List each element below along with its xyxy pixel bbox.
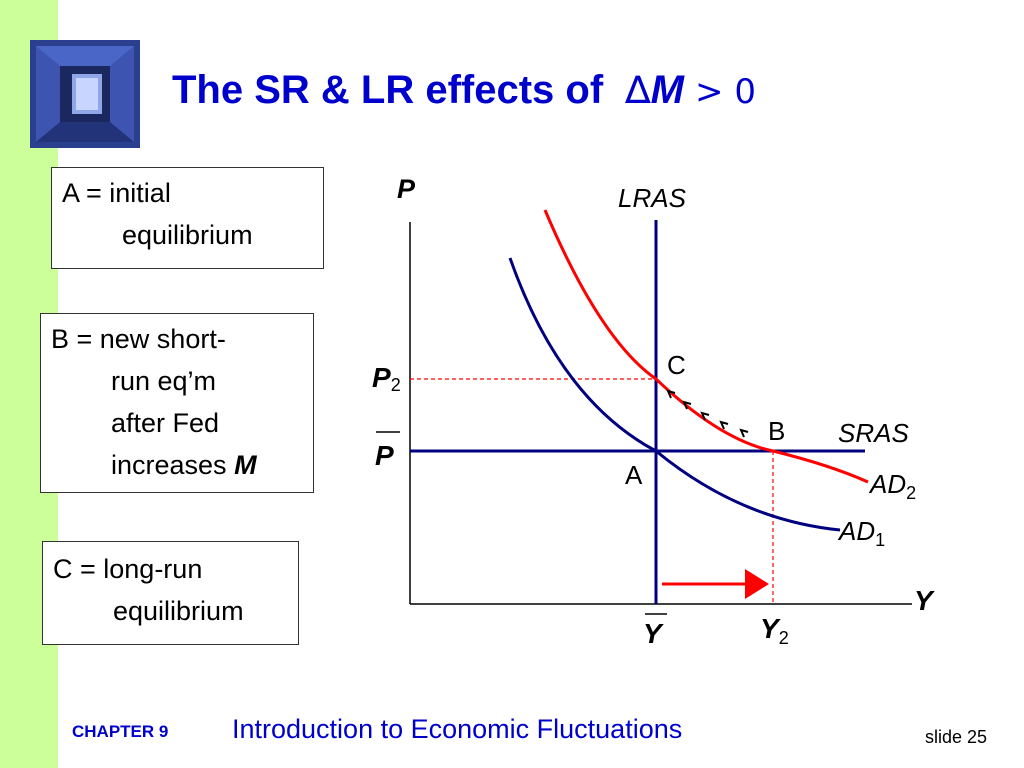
- box-c-line2: equilibrium: [113, 596, 244, 626]
- ybar-label: Y: [643, 618, 664, 649]
- title-variable: M: [650, 68, 684, 112]
- ad2-curve: [543, 209, 869, 484]
- y2-label-sub: 2: [779, 628, 789, 648]
- sras-label: SRAS: [838, 418, 909, 448]
- legend-box-a: A = initial equilibrium: [51, 167, 324, 269]
- box-b-line2: run eq’m: [111, 366, 217, 396]
- slide-logo-icon: [30, 40, 140, 148]
- box-b-line4-prefix: increases: [111, 450, 227, 480]
- box-b-line3: after Fed: [111, 408, 220, 438]
- ad1-label-main: AD: [837, 516, 875, 546]
- adjust-arrow-5: [666, 389, 676, 399]
- ad1-curve: [508, 257, 841, 532]
- ad1-label: AD1: [837, 516, 885, 550]
- box-b-line1: B = new short-: [51, 324, 226, 354]
- ad2-label: AD2: [868, 469, 916, 503]
- axis-x-label: Y: [914, 585, 935, 616]
- p2-label: P2: [372, 362, 401, 395]
- ad1-label-sub: 1: [875, 530, 885, 550]
- legend-box-c: C = long-run equilibrium: [42, 541, 299, 645]
- box-b-line4: increases M: [51, 444, 303, 486]
- point-a-label: A: [625, 460, 643, 490]
- ad2-label-main: AD: [868, 469, 906, 499]
- box-a-line1: A = initial: [62, 178, 171, 208]
- point-b-label: B: [768, 416, 785, 446]
- box-c-line1: C = long-run: [53, 554, 203, 584]
- title-text: The SR & LR effects of: [172, 68, 604, 112]
- lras-label: LRAS: [618, 183, 687, 213]
- footer-chapter: CHAPTER 9: [72, 722, 169, 741]
- footer-slide-number: slide 25: [925, 727, 988, 747]
- adjustment-arrows: [666, 389, 749, 438]
- point-c-label: C: [667, 350, 686, 380]
- legend-box-b: B = new short- run eq’m after Fed increa…: [40, 313, 314, 493]
- box-a-line2: equilibrium: [122, 220, 253, 250]
- p2-label-main: P: [372, 362, 391, 393]
- y2-label-main: Y: [760, 613, 781, 644]
- adjust-arrow-3: [700, 411, 710, 421]
- box-b-line4-var: M: [234, 450, 257, 480]
- footer-title: Introduction to Economic Fluctuations: [232, 714, 683, 744]
- p2-label-sub: 2: [391, 375, 401, 395]
- slide-title: The SR & LR effects of ∆M > 0: [172, 68, 756, 113]
- y2-label: Y2: [760, 613, 789, 648]
- adjust-arrow-2: [719, 420, 729, 430]
- title-delta: ∆: [625, 68, 651, 112]
- pbar-label: P: [375, 440, 394, 471]
- title-relation: > 0: [695, 72, 756, 112]
- axis-y-label: P: [397, 174, 416, 204]
- adjust-arrow-1: [739, 428, 749, 438]
- ad2-label-sub: 2: [906, 483, 916, 503]
- adjust-arrow-4: [682, 400, 692, 410]
